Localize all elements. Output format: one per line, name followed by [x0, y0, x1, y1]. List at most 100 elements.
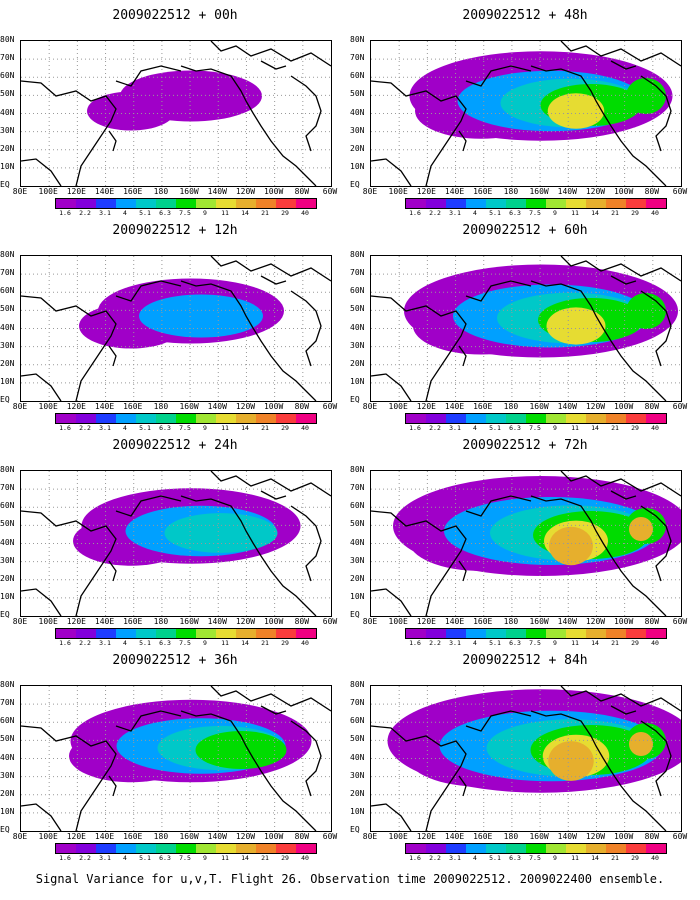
- coastline: [371, 295, 467, 401]
- colorbar-label: 21: [611, 854, 619, 862]
- colorbar-swatch: [296, 414, 316, 423]
- lat-tick-label: 40N: [350, 752, 365, 762]
- colorbar-swatch: [586, 199, 606, 208]
- coastline: [108, 130, 117, 152]
- colorbar: [405, 413, 667, 424]
- lat-tick-label: 80N: [0, 465, 15, 474]
- coastline: [640, 505, 672, 582]
- colorbar-label: 7.5: [179, 424, 191, 432]
- coastline: [640, 75, 672, 152]
- lat-tick-label: 80N: [350, 35, 365, 44]
- colorbar-swatch: [646, 414, 666, 423]
- colorbar-label: 2.2: [79, 854, 91, 862]
- colorbar-swatch: [276, 414, 296, 423]
- lon-tick-label: 60W: [672, 617, 688, 626]
- colorbar-label: 14: [241, 854, 249, 862]
- coastline: [610, 60, 637, 70]
- lat-tick-label: EQ: [350, 610, 360, 619]
- coastline: [210, 686, 331, 712]
- variance-field: [626, 78, 666, 114]
- lon-tick-label: 80W: [294, 617, 310, 626]
- coastline: [115, 280, 182, 302]
- lon-tick-label: 80W: [294, 832, 310, 841]
- coastline: [210, 41, 331, 67]
- colorbar-label: 14: [591, 209, 599, 217]
- colorbar-label: 3.1: [99, 209, 111, 217]
- coastline: [290, 75, 322, 152]
- coastline: [180, 710, 317, 831]
- colorbar-swatch: [486, 199, 506, 208]
- colorbar-label: 9: [203, 639, 207, 647]
- coastline: [458, 775, 467, 797]
- lat-tick-label: 10N: [0, 806, 15, 816]
- lon-tick-label: 100W: [613, 832, 634, 841]
- lon-tick-label: 120E: [66, 832, 86, 841]
- colorbar-label: 11: [221, 424, 229, 432]
- colorbar-swatch: [486, 414, 506, 423]
- colorbar-label: 5.1: [139, 639, 151, 647]
- colorbar-swatch: [136, 199, 156, 208]
- lon-tick-label: 140W: [207, 187, 227, 196]
- coastline: [530, 495, 667, 616]
- lon-tick-label: 100W: [263, 832, 284, 841]
- variance-map: [20, 470, 332, 617]
- lat-tick-label: 70N: [350, 483, 365, 493]
- colorbar-swatch: [196, 199, 216, 208]
- lon-tick-label: 100E: [388, 832, 408, 841]
- map-panel: 2009022512 + 24h 80N 70N 60N 50N 40N 30N 20N 10N…: [0, 430, 350, 647]
- colorbar-swatch: [216, 414, 236, 423]
- colorbar: [405, 198, 667, 209]
- variance-map: [370, 685, 682, 832]
- map-panel: 2009022512 + 72h 80N 70N 60N 50N 40N 30N 20N 10N…: [350, 430, 700, 647]
- colorbar-label: 6.3: [509, 424, 521, 432]
- colorbar-swatch: [586, 629, 606, 638]
- colorbar-swatch: [276, 629, 296, 638]
- colorbar-swatch: [566, 199, 586, 208]
- colorbar-label: 21: [611, 209, 619, 217]
- colorbar-label: 7.5: [179, 854, 191, 862]
- lon-tick-label: 80W: [644, 832, 660, 841]
- colorbar-swatch: [546, 199, 566, 208]
- lat-tick-label: 10N: [0, 376, 15, 386]
- colorbar-label: 2.2: [429, 209, 441, 217]
- colorbar-swatch: [116, 844, 136, 853]
- colorbar-swatch: [236, 199, 256, 208]
- lat-tick-label: 80N: [0, 35, 15, 44]
- variance-field: [139, 294, 263, 338]
- colorbar-swatch: [526, 199, 546, 208]
- lon-tick-label: 80W: [644, 187, 660, 196]
- lat-tick-label: 40N: [350, 107, 365, 117]
- coastline: [260, 705, 287, 715]
- colorbar-swatch: [626, 199, 646, 208]
- colorbar: [55, 628, 317, 639]
- colorbar-swatch: [466, 844, 486, 853]
- colorbar-label: 3.1: [449, 424, 461, 432]
- lon-tick-label: 140E: [94, 402, 115, 411]
- lat-tick-label: 80N: [0, 680, 15, 689]
- coastline: [371, 158, 412, 186]
- coastline: [115, 710, 182, 732]
- colorbar-swatch: [466, 414, 486, 423]
- colorbar-swatch: [486, 844, 506, 853]
- lat-tick-label: 60N: [350, 716, 365, 726]
- coastline: [465, 710, 532, 732]
- lat-tick-label: 20N: [350, 788, 365, 798]
- coastline: [180, 280, 317, 401]
- colorbar-label: 5.1: [139, 424, 151, 432]
- colorbar-swatch: [196, 844, 216, 853]
- lat-tick-label: EQ: [0, 180, 10, 189]
- lat-tick-label: 60N: [350, 286, 365, 296]
- lon-tick-label: 100W: [613, 187, 634, 196]
- colorbar-swatch: [56, 844, 76, 853]
- colorbar-label: 5.1: [489, 424, 501, 432]
- panel-title: 2009022512 + 48h: [462, 8, 588, 23]
- colorbar-label: 9: [553, 854, 557, 862]
- colorbar-swatch: [236, 629, 256, 638]
- lat-tick-label: 40N: [0, 107, 15, 117]
- panel-title: 2009022512 + 60h: [462, 223, 588, 238]
- variance-field: [87, 91, 175, 131]
- colorbar-swatch: [646, 629, 666, 638]
- colorbar-swatch: [606, 844, 626, 853]
- colorbar-label: 7.5: [529, 854, 541, 862]
- coastline: [210, 471, 331, 497]
